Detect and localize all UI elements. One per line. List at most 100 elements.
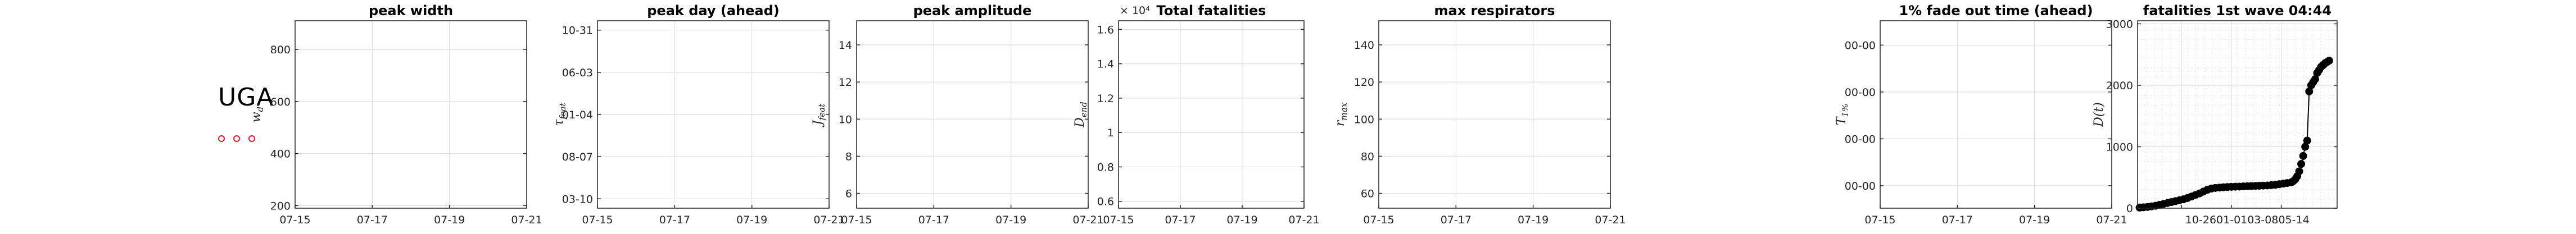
- chart-panel-7: 0 1000 2000 3000 10-2601-0103-0805-14 fatalit…: [2092, 3, 2338, 226]
- legend-marker-1: [218, 135, 225, 142]
- y-axis-label-base: T: [1835, 116, 1849, 125]
- axes-box: [1880, 20, 2112, 209]
- y-tick-label: 200: [270, 200, 291, 212]
- chart-title: peak day (ahead): [647, 3, 779, 19]
- x-tick-label: 07-15: [279, 214, 310, 226]
- x-tick-label: 07-19: [736, 214, 767, 226]
- y-axis-label-sub: max: [1339, 102, 1349, 120]
- y-tick-label: 03-10: [562, 193, 593, 205]
- y-tick-label: 00-00: [1845, 86, 1876, 99]
- y-axis-label-base: J: [811, 120, 825, 127]
- chart-title: peak amplitude: [913, 3, 1032, 19]
- y-axis-label: τfeat: [552, 102, 568, 126]
- chart-panel-4: 0.6 0.8 1 1.2 1.4 1.6 07-15 07-17 07-19 07-21 Tota…: [1073, 3, 1320, 226]
- y-tick-label: 01-04: [562, 109, 593, 121]
- y-tick-label: 400: [270, 148, 291, 160]
- axes-box: [2137, 20, 2338, 209]
- x-tick-label: 07-15: [1363, 214, 1394, 226]
- x-tick-label: 07-21: [1288, 214, 1319, 226]
- y-tick-label: 800: [270, 44, 291, 56]
- country-code: UGA: [218, 83, 274, 112]
- y-tick-label: 6: [845, 188, 852, 200]
- chart-panel-5: 60 80 100 120 140 07-15 07-17 07-19 07-21 max res…: [1333, 3, 1626, 226]
- x-tick-label: 07-21: [813, 214, 844, 226]
- chart-title: fatalities 1st wave 04:44: [2143, 3, 2331, 19]
- y-tick-label: 1.6: [1097, 24, 1114, 36]
- y-axis-label-base: D: [1073, 117, 1087, 128]
- y-axis-label-base: r: [1333, 120, 1347, 126]
- x-tick-label: 07-19: [995, 214, 1026, 226]
- axes-box: [1378, 20, 1611, 209]
- x-tick-label: 07-17: [1165, 214, 1196, 226]
- y-tick-label: 100: [1354, 113, 1374, 126]
- y-tick-label: 140: [1354, 39, 1374, 52]
- y-axis-label: D(t): [2092, 102, 2106, 127]
- y-tick-label: 10-31: [562, 25, 593, 37]
- x-tick-label: 07-15: [1864, 214, 1895, 226]
- y-tick-label: 60: [1361, 188, 1374, 200]
- plot-area: [1379, 21, 1610, 208]
- y-tick-label: 00-00: [1845, 180, 1876, 192]
- y-tick-label: 0.6: [1097, 196, 1114, 208]
- y-tick-label: 8: [845, 150, 852, 163]
- x-tick-label: 07-19: [2019, 214, 2050, 226]
- chart-panel-3: 6 8 10 12 14 07-15 07-17 07-19 07-21 peak amplitu…: [811, 3, 1104, 226]
- y-axis-label: Jfeat: [811, 103, 827, 127]
- y-axis-label-base: D(t): [2092, 102, 2106, 127]
- plot-area: [295, 21, 527, 208]
- y-tick-label: 06-03: [562, 67, 593, 79]
- chart-title: 1% fade out time (ahead): [1899, 3, 2093, 19]
- plot-area: [1119, 21, 1304, 208]
- chart-panel-1: 200 400 600 800 07-15 07-17 07-19 07-21 peak wid…: [250, 3, 542, 226]
- y-tick-label: 120: [1354, 76, 1374, 89]
- plot-area: [1880, 21, 2112, 208]
- y-tick-label: 00-00: [1845, 133, 1876, 145]
- y-axis-label: wd: [250, 107, 265, 122]
- legend-markers: [218, 135, 255, 142]
- x-tick-label: 07-19: [434, 214, 465, 226]
- x-tick-label: 10-2601-0103-0805-14: [2185, 214, 2310, 226]
- data-point: [2303, 136, 2311, 145]
- y-tick-label: 10: [839, 113, 852, 126]
- x-tick-label: 07-17: [1441, 214, 1472, 226]
- x-tick-label: 07-17: [357, 214, 388, 226]
- y-axis-label: Dend: [1073, 102, 1089, 128]
- y-axis-label-sub: end: [1079, 102, 1089, 117]
- axes-box: [295, 20, 527, 209]
- y-tick-label: 1000: [2106, 141, 2133, 153]
- x-tick-label: 07-17: [1942, 214, 1973, 226]
- chart-title: max respirators: [1434, 3, 1555, 19]
- chart-title: Total fatalities: [1157, 3, 1266, 19]
- x-tick-label: 07-21: [2096, 214, 2127, 226]
- y-tick-label: 0.8: [1097, 161, 1114, 173]
- plot-area: [857, 21, 1088, 208]
- data-point: [2301, 143, 2310, 151]
- axes-box: [1118, 20, 1305, 209]
- y-axis-label: rmax: [1333, 102, 1349, 126]
- data-point: [2297, 160, 2306, 168]
- x-tick-label: 07-15: [1103, 214, 1134, 226]
- x-tick-label: 07-17: [918, 214, 949, 226]
- x-tick-label: 07-17: [659, 214, 690, 226]
- legend-marker-2: [233, 135, 240, 142]
- y-exponent-label: × 10⁴: [1120, 4, 1150, 17]
- chart-panel-6: 00-00 00-00 00-00 00-00 07-15 07-17 07-19 07-21…: [1835, 3, 2127, 226]
- x-tick-label: 07-15: [582, 214, 613, 226]
- data-point: [2299, 152, 2307, 160]
- x-tick-label: 07-19: [1518, 214, 1549, 226]
- y-tick-label: 08-07: [562, 151, 593, 163]
- chart-panel-2: 03-10 08-07 01-04 06-03 10-31 07-15 07-17 07-19…: [552, 3, 845, 226]
- y-axis-label-base: τ: [552, 119, 566, 126]
- y-tick-label: 0: [2126, 203, 2133, 215]
- y-tick-label: 80: [1361, 150, 1374, 163]
- y-tick-label: 600: [270, 96, 291, 108]
- y-tick-label: 2000: [2106, 80, 2133, 92]
- y-axis-label-sub: 1%: [1840, 104, 1850, 117]
- y-axis-label-sub: feat: [558, 102, 568, 120]
- data-point: [2311, 75, 2319, 84]
- x-tick-label: 07-19: [1226, 214, 1257, 226]
- x-tick-label: 07-21: [1595, 214, 1626, 226]
- data-point: [2305, 87, 2314, 95]
